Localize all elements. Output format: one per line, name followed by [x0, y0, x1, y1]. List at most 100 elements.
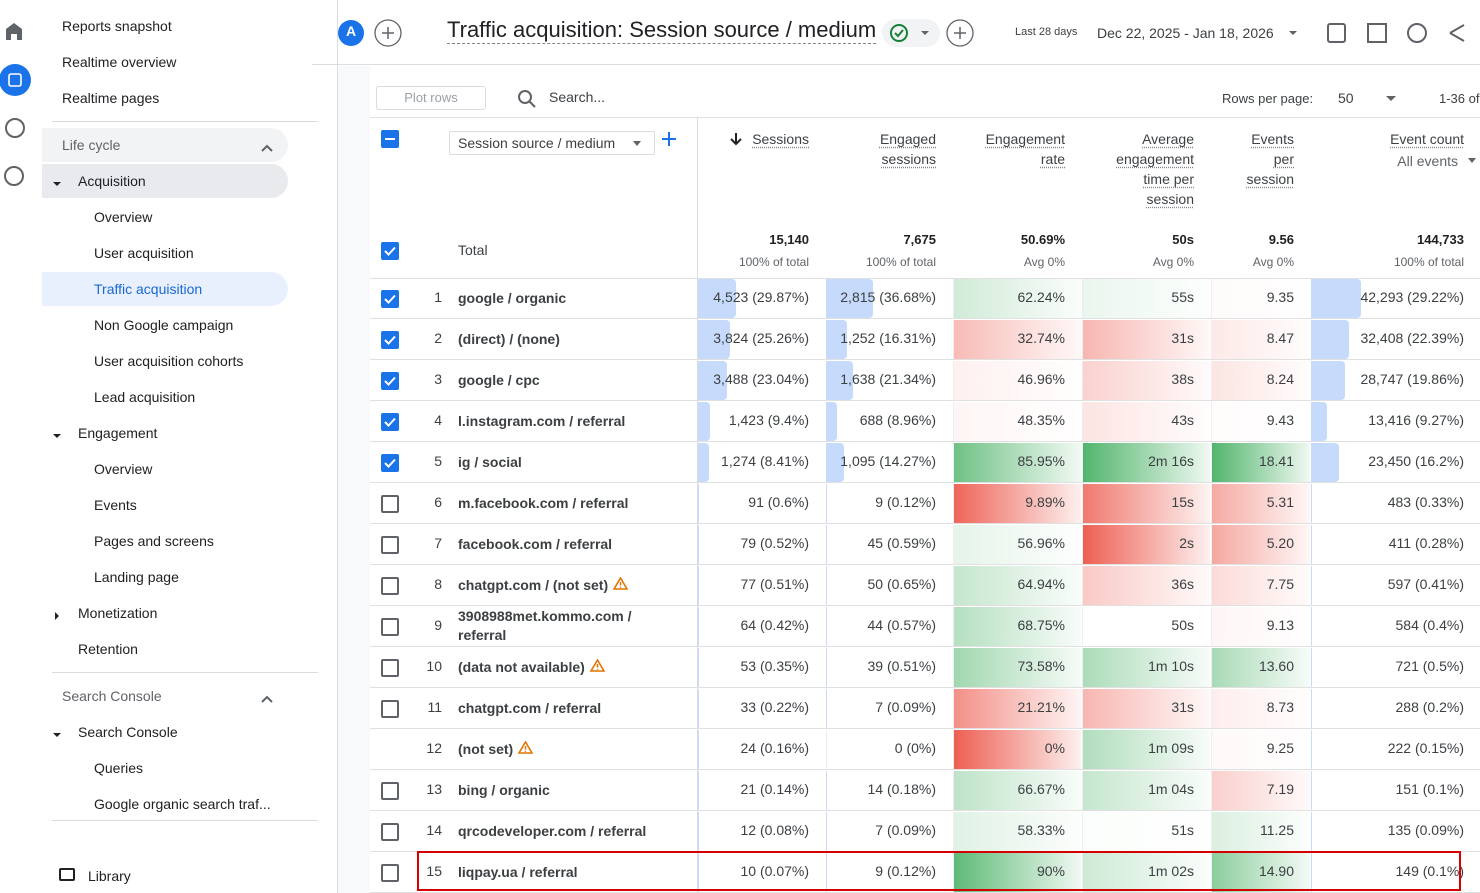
nav-item[interactable]: Library [88, 868, 131, 884]
checkbox[interactable] [381, 495, 399, 513]
cell-bg [953, 607, 1081, 646]
row-name-text[interactable]: chatgpt.com / referral [458, 700, 602, 716]
advertising-icon[interactable] [4, 166, 24, 186]
nav-item[interactable]: Events [94, 497, 137, 513]
share-insights-icon[interactable] [1327, 23, 1346, 43]
date-dropdown[interactable] [1289, 31, 1297, 35]
table-row[interactable] [370, 565, 1480, 606]
checkbox[interactable] [381, 130, 399, 148]
search-input[interactable]: Search... [549, 89, 606, 105]
add-comparison[interactable] [374, 19, 402, 47]
column-label: Engagement rate [985, 131, 1065, 167]
dimension-select[interactable]: Session source / medium [449, 131, 655, 155]
nav-item[interactable]: Overview [94, 461, 153, 477]
share-icon[interactable] [1449, 24, 1465, 42]
nav-item[interactable]: Search Console [78, 724, 178, 740]
row-name-text[interactable]: facebook.com / referral [458, 536, 613, 552]
rows-per-page[interactable]: 50 [1338, 90, 1354, 106]
nav-item[interactable]: User [62, 833, 322, 845]
checkbox[interactable] [381, 618, 399, 636]
checkbox[interactable] [381, 782, 399, 800]
checkbox[interactable] [381, 823, 399, 841]
nav-item[interactable]: Engagement [78, 425, 158, 441]
date-range[interactable]: Dec 22, 2025 - Jan 18, 2026 [1097, 25, 1274, 41]
table-row[interactable] [370, 278, 1480, 319]
row-name-text[interactable]: google / cpc [458, 372, 540, 388]
nav-item[interactable]: Landing page [94, 569, 179, 585]
compare-icon[interactable] [1367, 23, 1387, 43]
nav-item[interactable]: Life cycle [42, 128, 288, 162]
nav-item[interactable]: Realtime pages [62, 90, 160, 106]
checkbox[interactable] [381, 577, 399, 595]
nav-item[interactable]: Queries [94, 760, 144, 776]
checkbox[interactable] [381, 536, 399, 554]
table-row[interactable] [370, 524, 1480, 565]
row-name-text[interactable]: (direct) / (none) [458, 331, 560, 347]
column-filter[interactable]: All events [1397, 153, 1458, 169]
row-name-text[interactable]: (data not available) [458, 659, 585, 675]
table-row[interactable] [370, 770, 1480, 811]
checkbox[interactable] [381, 659, 399, 677]
nav-item[interactable]: Overview [94, 209, 153, 225]
column-header[interactable]: Events per session [1210, 129, 1294, 189]
table-row[interactable] [370, 647, 1480, 688]
checkbox[interactable] [381, 700, 399, 718]
row-name-text[interactable]: 3908988met.kommo.com / referral [458, 608, 632, 643]
row-name-text[interactable]: chatgpt.com / (not set) [458, 577, 609, 593]
column-header[interactable]: Engagement rate [952, 129, 1065, 169]
total-value: 9.56 [1268, 232, 1294, 247]
nav-item[interactable]: Google organic search traf... [94, 796, 271, 812]
nav-item[interactable]: Pages and screens [94, 533, 214, 549]
nav-item[interactable]: Non Google campaign [94, 317, 234, 333]
nav-item[interactable]: User acquisition cohorts [94, 353, 244, 369]
table-row[interactable] [370, 606, 1480, 647]
row-name-text[interactable]: liqpay.ua / referral [458, 864, 578, 880]
table-row[interactable] [370, 401, 1480, 442]
checkbox[interactable] [381, 454, 399, 472]
nav-item[interactable]: Acquisition [42, 164, 288, 198]
checkbox[interactable] [381, 372, 399, 390]
table-row[interactable] [370, 319, 1480, 360]
checkbox[interactable] [381, 331, 399, 349]
nav-item[interactable]: Reports snapshot [62, 18, 172, 34]
table-row[interactable] [370, 442, 1480, 483]
header: A Traffic acquisition: Session source / … [312, 0, 1480, 65]
table-row[interactable] [370, 360, 1480, 401]
cell-value: 9.89% [1025, 494, 1065, 510]
row-name-text[interactable]: ig / social [458, 454, 522, 470]
plot-rows-button[interactable]: Plot rows [376, 86, 486, 110]
nav-item[interactable]: Traffic acquisition [42, 272, 288, 306]
table-row[interactable] [370, 729, 1480, 770]
explore-icon[interactable] [5, 118, 25, 138]
nav-item[interactable]: Lead acquisition [94, 389, 196, 405]
row-name-text[interactable]: m.facebook.com / referral [458, 495, 629, 511]
insights-icon[interactable] [1407, 23, 1427, 43]
rows-dropdown[interactable] [1384, 94, 1398, 104]
row-name-text[interactable]: qrcodeveloper.com / referral [458, 823, 647, 839]
avatar-bg[interactable] [338, 20, 364, 46]
column-header[interactable]: Event count All events [1310, 129, 1476, 171]
report-table: Plot rows Search... Rows per page: 50 1-… [370, 66, 1480, 893]
cell-value: 1m 10s [1148, 658, 1194, 674]
column-header[interactable]: Average engagement time per session [1081, 129, 1194, 209]
nav-item[interactable]: Search Console [62, 688, 162, 704]
reports-icon[interactable] [0, 64, 31, 96]
checkbox[interactable] [381, 290, 399, 308]
home-icon[interactable] [6, 23, 22, 40]
checkbox[interactable] [381, 242, 399, 260]
column-header[interactable]: Sessions [697, 129, 809, 149]
table-row[interactable] [370, 688, 1480, 729]
checkbox[interactable] [381, 864, 399, 882]
checkbox[interactable] [381, 413, 399, 431]
nav-item[interactable]: Realtime overview [62, 54, 177, 70]
row-name-text[interactable]: (not set) [458, 741, 514, 757]
add-button[interactable] [946, 19, 974, 47]
column-header[interactable]: Engaged sessions [825, 129, 936, 169]
row-name-text[interactable]: l.instagram.com / referral [458, 413, 626, 429]
row-name-text[interactable]: bing / organic [458, 782, 550, 798]
nav-item[interactable]: Monetization [78, 605, 158, 621]
row-name-text[interactable]: google / organic [458, 290, 567, 306]
nav-item[interactable]: User acquisition [94, 245, 194, 261]
nav-item[interactable]: Retention [78, 641, 138, 657]
table-row[interactable] [370, 483, 1480, 524]
